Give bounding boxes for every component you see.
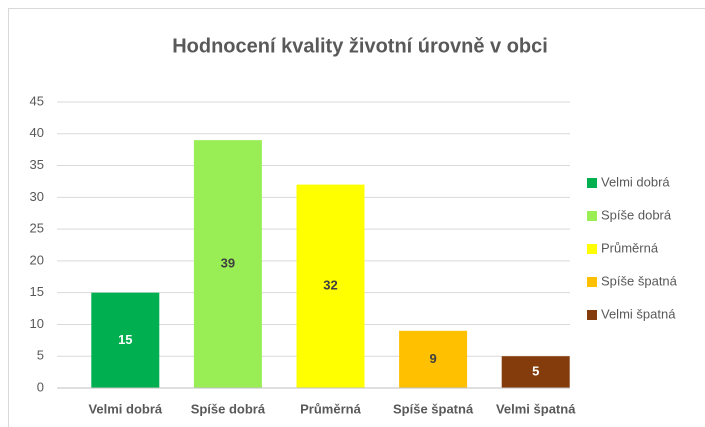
legend-label: Spíše špatná — [601, 273, 678, 288]
legend-label: Velmi dobrá — [601, 174, 670, 189]
legend-label: Velmi špatná — [601, 306, 676, 321]
y-tick-label: 5 — [37, 348, 44, 363]
legend-swatch — [587, 244, 597, 254]
data-label: 32 — [323, 278, 337, 293]
legend-label: Průměrná — [601, 240, 659, 255]
bar — [399, 330, 468, 388]
y-tick-label: 45 — [30, 93, 44, 108]
data-label: 15 — [118, 332, 132, 347]
y-tick-label: 15 — [30, 284, 44, 299]
y-tick-label: 35 — [30, 157, 44, 172]
data-label: 39 — [221, 256, 235, 271]
y-tick-label: 30 — [30, 189, 44, 204]
bar — [501, 356, 570, 388]
data-label: 5 — [532, 364, 539, 379]
y-tick-label: 20 — [30, 252, 44, 267]
x-tick-label: Spíše dobrá — [191, 401, 266, 416]
y-tick-label: 0 — [37, 379, 44, 394]
x-tick-label: Velmi dobrá — [88, 401, 162, 416]
legend-swatch — [587, 277, 597, 287]
y-tick-label: 40 — [30, 125, 44, 140]
x-tick-label: Velmi špatná — [496, 401, 576, 416]
y-tick-label: 25 — [30, 221, 44, 236]
bar — [296, 184, 365, 388]
data-label: 9 — [429, 351, 436, 366]
legend-label: Spíše dobrá — [601, 207, 672, 222]
bar — [91, 292, 160, 388]
legend-swatch — [587, 178, 597, 188]
chart-title: Hodnocení kvality životní úrovně v obci — [172, 35, 548, 57]
legend-swatch — [587, 211, 597, 221]
x-tick-label: Průměrná — [300, 401, 361, 416]
bar — [193, 140, 262, 388]
legend-swatch — [587, 310, 597, 320]
y-tick-label: 10 — [30, 316, 44, 331]
x-tick-label: Spíše špatná — [393, 401, 474, 416]
